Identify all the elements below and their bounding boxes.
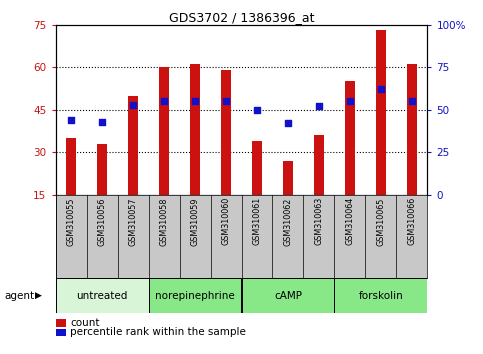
Bar <box>149 278 242 313</box>
Bar <box>158 67 170 195</box>
Text: untreated: untreated <box>76 291 128 301</box>
Point <box>377 86 385 92</box>
Point <box>191 98 199 104</box>
Text: GSM310061: GSM310061 <box>253 197 261 245</box>
Bar <box>334 278 427 313</box>
Text: forskolin: forskolin <box>358 291 403 301</box>
Text: GSM310058: GSM310058 <box>159 197 169 246</box>
Text: norepinephrine: norepinephrine <box>155 291 235 301</box>
Text: GSM310057: GSM310057 <box>128 197 138 246</box>
Bar <box>283 161 293 195</box>
Bar <box>97 144 107 195</box>
Point <box>160 98 168 104</box>
Bar <box>252 141 262 195</box>
Bar <box>56 278 149 313</box>
Point <box>315 103 323 109</box>
Bar <box>313 135 325 195</box>
Text: GSM310065: GSM310065 <box>376 197 385 246</box>
Point <box>284 120 292 126</box>
Bar <box>221 70 231 195</box>
Text: GSM310059: GSM310059 <box>190 197 199 246</box>
Point <box>222 98 230 104</box>
Point <box>129 102 137 108</box>
Bar <box>407 64 417 195</box>
Bar <box>190 64 200 195</box>
Text: GSM310063: GSM310063 <box>314 197 324 245</box>
Bar <box>66 138 76 195</box>
Text: agent: agent <box>5 291 35 301</box>
Text: GSM310064: GSM310064 <box>345 197 355 245</box>
Point <box>67 117 75 123</box>
Text: GSM310066: GSM310066 <box>408 197 416 245</box>
Bar <box>242 278 334 313</box>
Text: GSM310055: GSM310055 <box>67 197 75 246</box>
Text: ▶: ▶ <box>35 291 42 300</box>
Text: cAMP: cAMP <box>274 291 302 301</box>
Point <box>408 98 416 104</box>
Bar <box>376 30 386 195</box>
Text: GSM310056: GSM310056 <box>98 197 107 246</box>
Text: GDS3702 / 1386396_at: GDS3702 / 1386396_at <box>169 11 314 24</box>
Bar <box>344 81 355 195</box>
Point <box>253 107 261 113</box>
Text: count: count <box>70 318 99 328</box>
Text: GSM310062: GSM310062 <box>284 197 293 246</box>
Point <box>98 119 106 125</box>
Bar <box>128 96 139 195</box>
Text: GSM310060: GSM310060 <box>222 197 230 245</box>
Text: percentile rank within the sample: percentile rank within the sample <box>70 327 246 337</box>
Point <box>346 98 354 104</box>
